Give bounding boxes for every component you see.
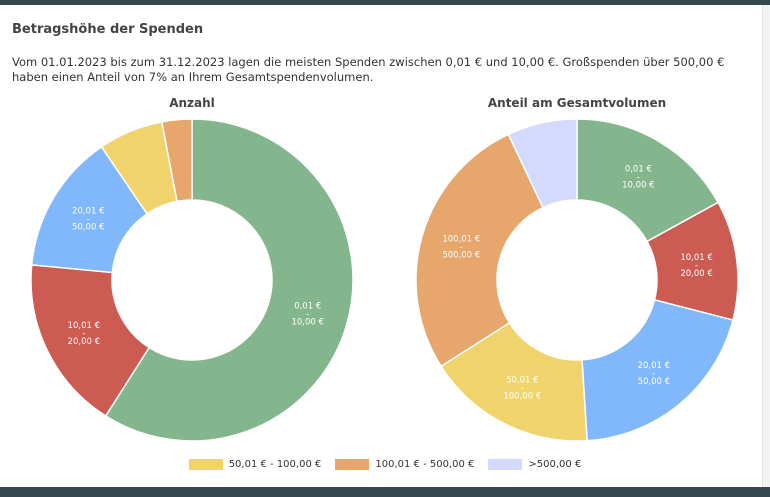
legend-swatch bbox=[488, 459, 523, 470]
slice-label: 0,01 € -10,00 € bbox=[622, 164, 654, 190]
slice-label: 20,01 € -50,00 € bbox=[638, 361, 670, 387]
bottom-bar bbox=[0, 487, 770, 497]
slice-label: 50,01 € -100,00 € bbox=[503, 375, 541, 401]
section-description: Vom 01.01.2023 bis zum 31.12.2023 lagen … bbox=[12, 55, 725, 84]
slice-label: 100,01 € -500,00 € bbox=[442, 234, 480, 260]
chart-title-anzahl: Anzahl bbox=[169, 96, 215, 110]
legend-item-100-500[interactable]: 100,01 € - 500,00 € bbox=[335, 459, 474, 470]
scrollbar-track[interactable] bbox=[762, 5, 770, 487]
legend-swatch bbox=[188, 459, 223, 470]
slice-label: 0,01 € -10,00 € bbox=[291, 302, 323, 328]
slice-label: 20,01 € -50,00 € bbox=[72, 207, 104, 233]
donut-slice[interactable] bbox=[440, 321, 588, 442]
slice-label: 10,01 € -20,00 € bbox=[68, 321, 100, 347]
chart-title-gesamtvolumen: Anteil am Gesamtvolumen bbox=[487, 96, 667, 110]
donut-slice[interactable] bbox=[581, 298, 734, 442]
donut-slice[interactable] bbox=[30, 264, 151, 417]
donut-slice[interactable] bbox=[576, 118, 720, 243]
legend-item-over-500[interactable]: >500,00 € bbox=[488, 459, 581, 470]
section-title: Betragshöhe der Spenden bbox=[12, 22, 204, 37]
legend-item-50-100[interactable]: 50,01 € - 100,00 € bbox=[188, 459, 322, 470]
legend-label: >500,00 € bbox=[528, 459, 582, 470]
donut-slice[interactable] bbox=[415, 133, 544, 368]
legend-swatch bbox=[335, 459, 370, 470]
donut-slice[interactable] bbox=[507, 118, 578, 209]
donut-slice[interactable] bbox=[104, 118, 354, 442]
slice-label: 10,01 € -20,00 € bbox=[680, 253, 712, 279]
donut-slice[interactable] bbox=[160, 118, 193, 203]
legend-label: 50,01 € - 100,00 € bbox=[228, 459, 322, 470]
top-bar bbox=[0, 0, 770, 5]
chart-legend: 50,01 € - 100,00 € 100,01 € - 500,00 € >… bbox=[0, 459, 770, 470]
legend-label: 100,01 € - 500,00 € bbox=[375, 459, 475, 470]
